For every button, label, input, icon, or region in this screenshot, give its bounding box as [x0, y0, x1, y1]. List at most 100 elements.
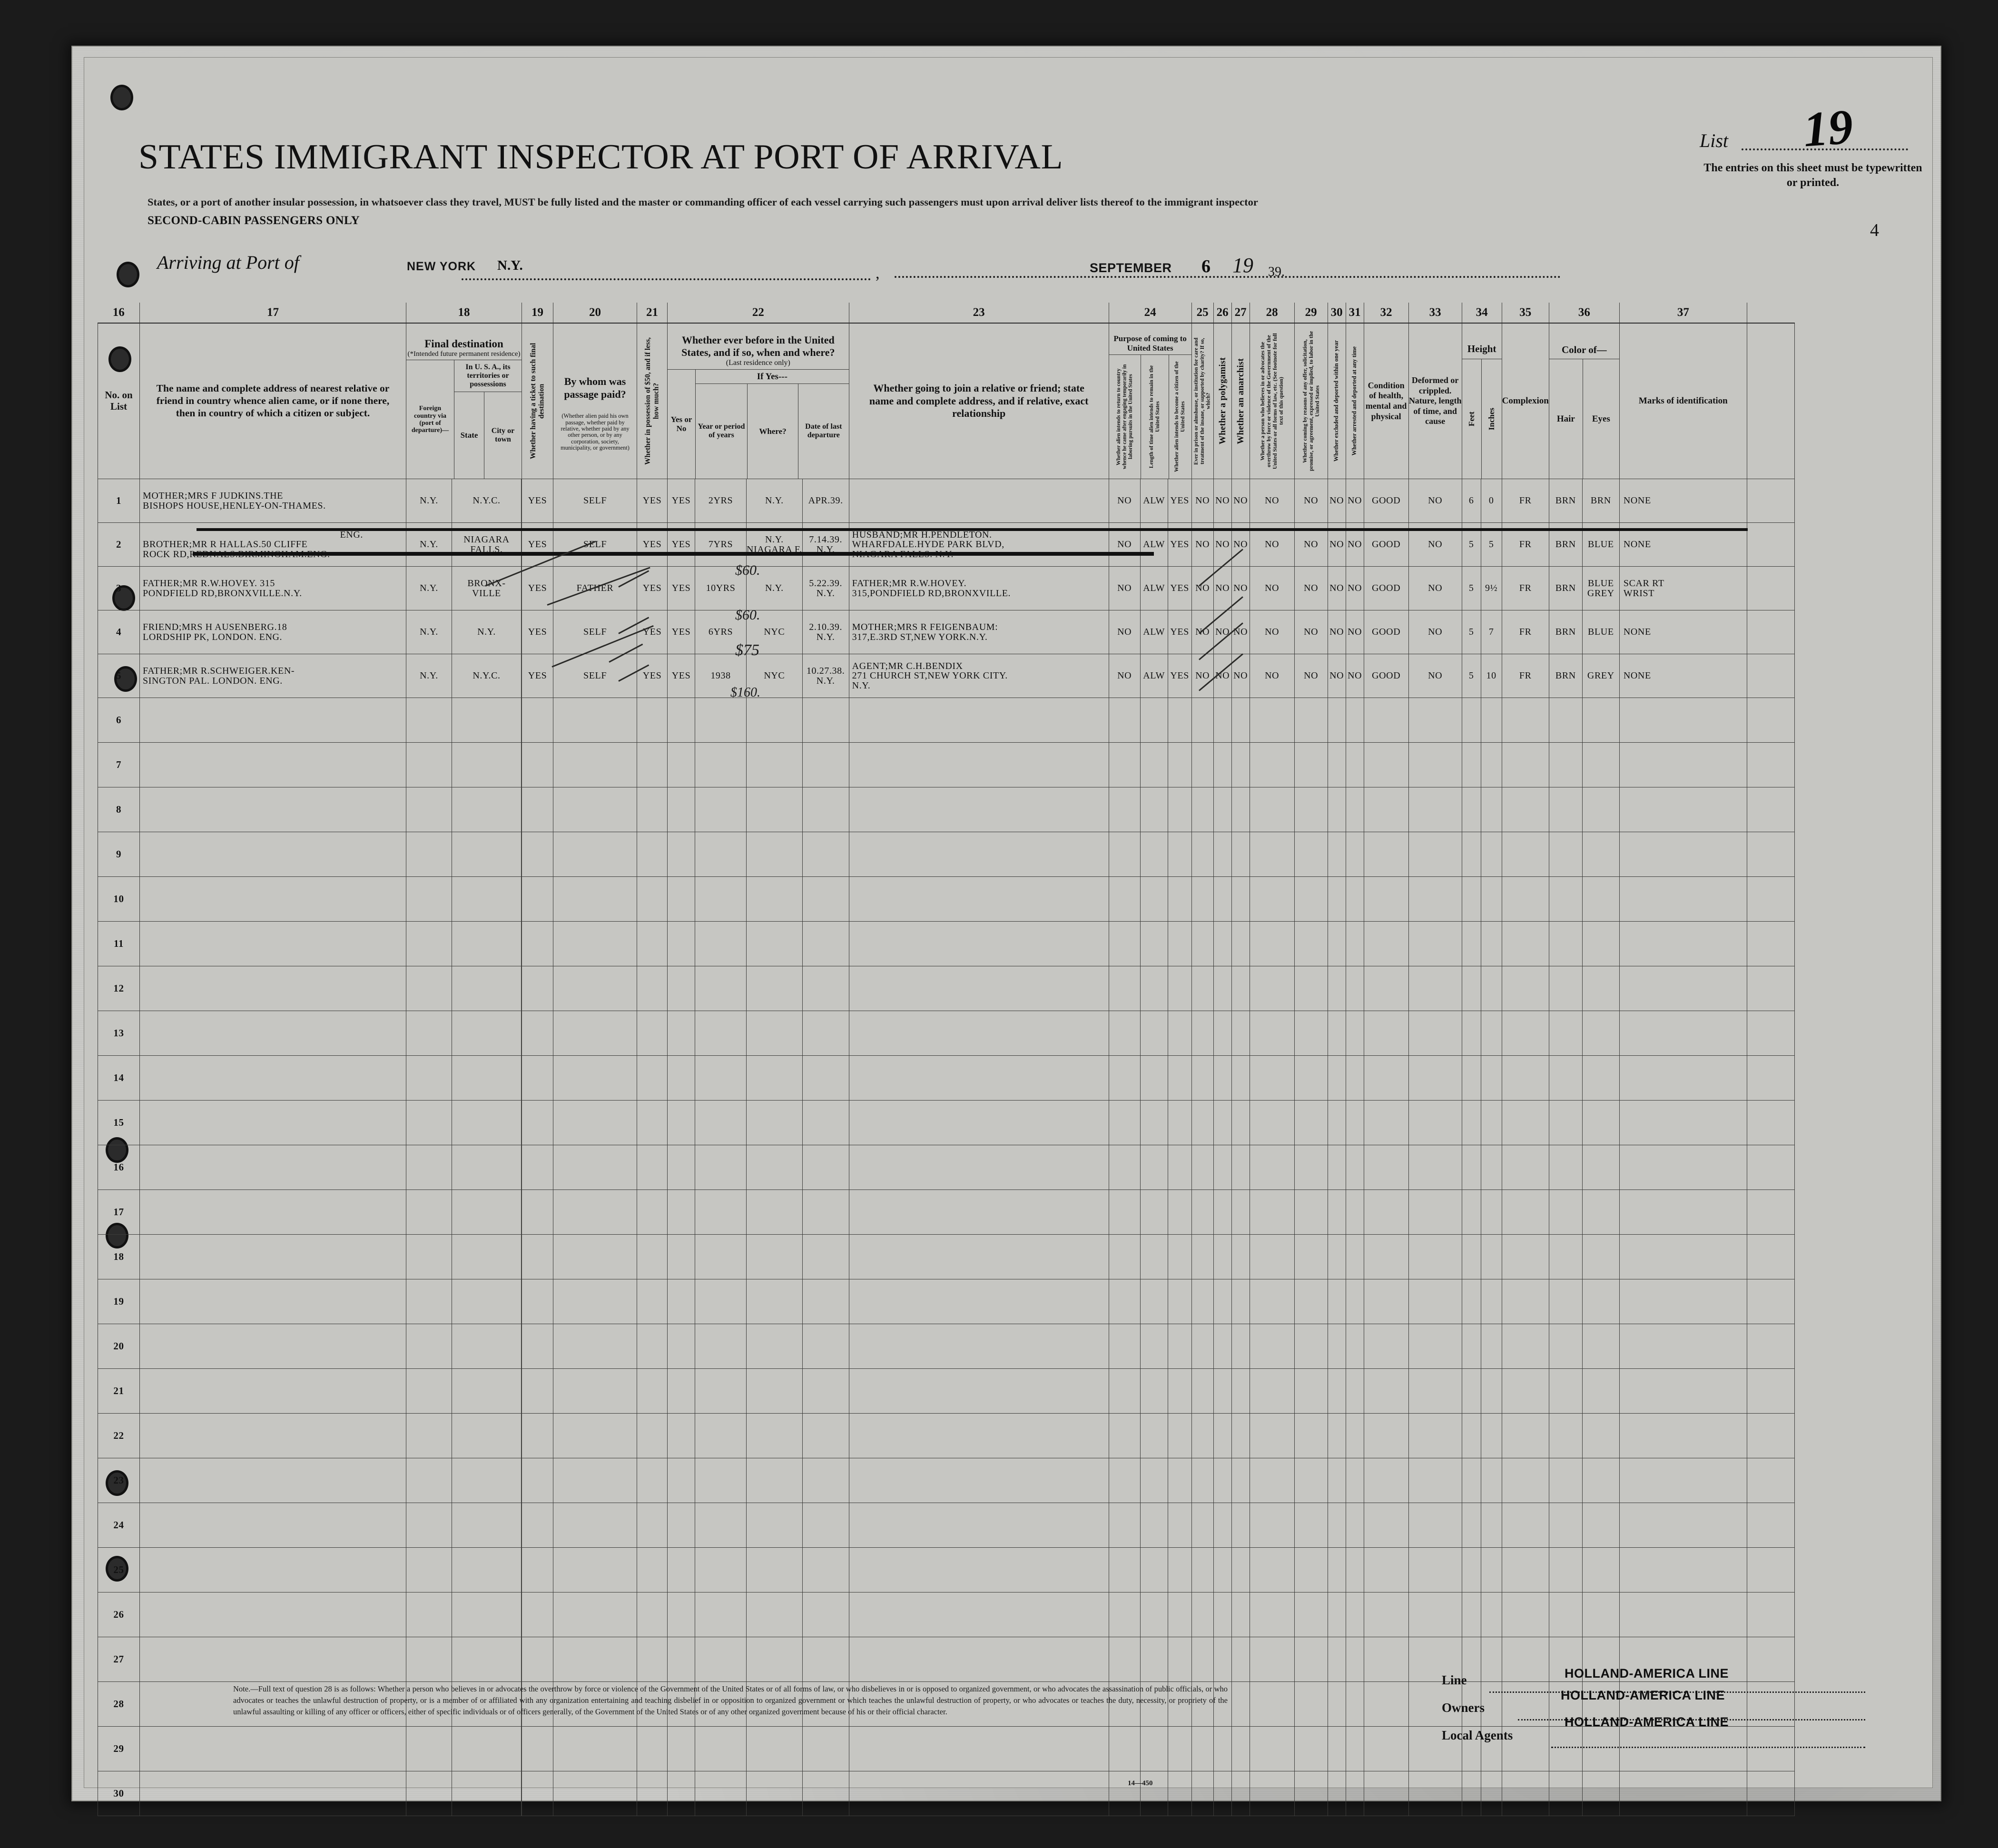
- row-number: 16: [98, 1145, 140, 1190]
- cell-empty: [1108, 698, 1141, 743]
- cell-empty: [1108, 1234, 1141, 1279]
- cell-empty: [1480, 1234, 1502, 1279]
- cell-empty: [1345, 1681, 1364, 1727]
- cell-empty: [1480, 876, 1502, 922]
- cell-ever-in-prison: NO: [1191, 479, 1214, 523]
- cell-empty: [1582, 1547, 1620, 1592]
- cell-empty: [695, 1547, 747, 1592]
- cell-empty: [848, 1279, 1109, 1324]
- header-possession-fifty: Whether in possession of $50, and if les…: [637, 323, 668, 479]
- cell-empty: [1167, 742, 1192, 787]
- cell-nearest-relative-address: FRIEND;MRS H AUSENBERG.18 LORDSHIP PK, LO…: [139, 610, 406, 654]
- cell-empty: [1582, 1637, 1620, 1682]
- cell-empty: [1167, 698, 1192, 743]
- table-row: 6: [98, 698, 1795, 743]
- cell-empty: [1213, 966, 1232, 1011]
- cell-empty: [1501, 787, 1549, 832]
- cell-length-of-stay: ALW: [1140, 566, 1168, 610]
- cell-empty: [667, 1055, 696, 1101]
- cell-empty: [802, 1279, 849, 1324]
- cell-empty: [1140, 1637, 1168, 1682]
- cell-empty: [1167, 1547, 1192, 1592]
- cell-empty: [1231, 832, 1250, 877]
- cell-empty: [802, 1771, 849, 1816]
- cell-empty: [1167, 1189, 1192, 1235]
- cell-empty: [1327, 1547, 1346, 1592]
- cell-empty: [1363, 787, 1409, 832]
- cell-empty: [1249, 1681, 1295, 1727]
- cell-empty: [637, 1368, 668, 1414]
- cell-advocates-overthrow: NO: [1249, 479, 1295, 523]
- cell-empty: [1140, 698, 1168, 743]
- row-number: 27: [98, 1637, 140, 1682]
- cell-empty: [1548, 1055, 1583, 1101]
- cell-complexion: FR: [1501, 654, 1549, 698]
- cell-eye-color: GREY: [1582, 654, 1620, 698]
- line-dots: [1489, 1691, 1865, 1693]
- col-number-24: 24: [1109, 303, 1192, 324]
- cell-empty: [139, 1055, 406, 1101]
- cell-empty: [1108, 876, 1141, 922]
- cell-empty: [1619, 1145, 1747, 1190]
- cell-empty: [452, 698, 522, 743]
- cell-empty: [522, 1637, 554, 1682]
- cell-empty: [452, 876, 522, 922]
- row-number: 29: [98, 1726, 140, 1771]
- cell-excluded-deported: NO: [1327, 610, 1346, 654]
- cell-empty: [452, 1055, 522, 1101]
- cell-intends-citizen: YES: [1167, 610, 1192, 654]
- header-no-on-list-text: No. on List: [105, 389, 133, 412]
- cell-empty: [1327, 1145, 1346, 1190]
- header-complexion-text: Complexion: [1502, 395, 1549, 406]
- cell-empty: [1363, 966, 1409, 1011]
- header-purpose-of-coming: Purpose of coming to United States Wheth…: [1108, 323, 1192, 479]
- cell-empty: [1746, 787, 1795, 832]
- cell-empty: [1746, 921, 1795, 966]
- table-row: 23: [98, 1458, 1795, 1503]
- header-nearest-relative: The name and complete address of nearest…: [139, 323, 406, 479]
- cell-empty: [637, 1771, 668, 1816]
- cell-empty: [1619, 1726, 1747, 1771]
- cell-empty: [1140, 1324, 1168, 1369]
- cell-before-us-yesno: YES: [667, 566, 696, 610]
- cell-going-to-join: AGENT;MR C.H.BENDIX 271 CHURCH ST,NEW YOR…: [848, 654, 1109, 698]
- cell-empty: [1191, 1234, 1214, 1279]
- cell-empty: [637, 1726, 668, 1771]
- cell-empty: [1480, 1145, 1502, 1190]
- table-row: 3 FATHER;MR R.W.HOVEY. 315 PONDFIELD RD,BR…: [98, 566, 1795, 610]
- cell-empty: [1480, 1189, 1502, 1235]
- cell-empty: [1461, 876, 1481, 922]
- cell-before-us-date: 2.10.39. N.Y.: [802, 610, 849, 654]
- header-whether-ticket-text: Whether having a ticket to such final de…: [529, 343, 546, 460]
- cell-empty: [1294, 1458, 1328, 1503]
- cell-empty: [667, 1547, 696, 1592]
- cell-empty: [139, 1413, 406, 1458]
- cell-empty: [1213, 1279, 1232, 1324]
- cell-empty: [667, 1234, 696, 1279]
- cell-empty: [553, 966, 638, 1011]
- table-body: 1 MOTHER;MRS F JUDKINS.THE BISHOPS HOUSE,H…: [98, 479, 1795, 1816]
- cell-empty: [1191, 1324, 1214, 1369]
- cell-empty: [452, 787, 522, 832]
- header-purpose-citizen: Whether alien intends to become a citize…: [1174, 361, 1186, 472]
- cell-empty: [1619, 1368, 1747, 1414]
- cell-empty: [406, 1279, 452, 1324]
- cell-empty: [1582, 1592, 1620, 1637]
- cell-empty: [848, 1011, 1109, 1056]
- col-number-18: 18: [406, 303, 522, 324]
- cell-empty: [637, 1145, 668, 1190]
- cell-empty: [746, 1055, 803, 1101]
- cell-empty: [667, 1771, 696, 1816]
- cell-empty: [1582, 1055, 1620, 1101]
- cell-empty: [667, 787, 696, 832]
- cell-empty: [1213, 921, 1232, 966]
- cell-empty: [746, 1592, 803, 1637]
- cell-passage-paid-by: FATHER: [553, 566, 638, 610]
- cell-empty: [1108, 1458, 1141, 1503]
- col-number-29: 29: [1294, 303, 1328, 324]
- cell-empty: [1582, 1726, 1620, 1771]
- cell-empty: [553, 698, 638, 743]
- cell-empty: [695, 698, 747, 743]
- cell-empty: [802, 876, 849, 922]
